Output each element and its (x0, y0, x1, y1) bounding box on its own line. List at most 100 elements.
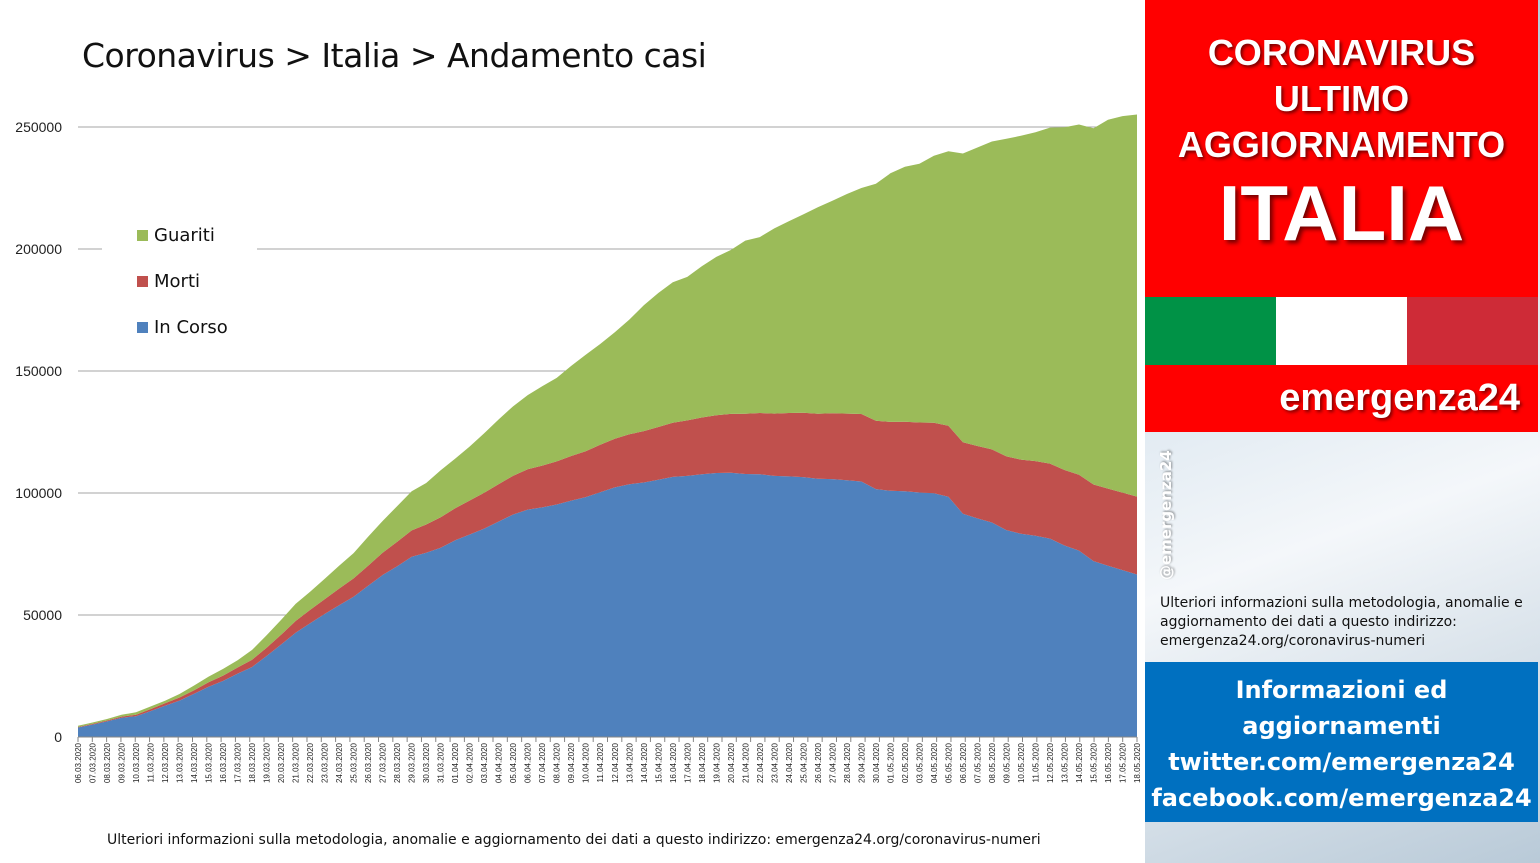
x-tick-label: 14.04.2020 (640, 742, 649, 783)
x-tick-label: 20.03.2020 (277, 742, 286, 783)
x-tick-label: 12.04.2020 (611, 742, 620, 783)
x-tick-label: 09.03.2020 (118, 742, 127, 783)
legend-swatch (137, 230, 148, 241)
x-tick-label: 17.04.2020 (683, 742, 692, 783)
y-tick-label: 100000 (15, 485, 62, 501)
x-tick-label: 15.03.2020 (205, 742, 214, 783)
x-tick-label: 17.05.2020 (1119, 742, 1128, 783)
x-tick-label: 13.04.2020 (625, 742, 634, 783)
x-tick-label: 03.05.2020 (915, 742, 924, 783)
x-tick-label: 03.04.2020 (480, 742, 489, 783)
sidebar: CORONAVIRUS ULTIMO AGGIORNAMENTO ITALIA … (1145, 0, 1540, 863)
x-tick-label: 23.04.2020 (770, 742, 779, 783)
x-tick-label: 13.03.2020 (176, 742, 185, 783)
x-tick-label: 12.03.2020 (161, 742, 170, 783)
x-tick-label: 19.03.2020 (263, 742, 272, 783)
x-tick-label: 15.05.2020 (1090, 742, 1099, 783)
x-tick-label: 16.03.2020 (219, 742, 228, 783)
brand-name: emergenza24 (1279, 377, 1520, 419)
info-box: Informazioni ed aggiornamenti twitter.co… (1145, 662, 1538, 822)
x-tick-label: 19.04.2020 (712, 742, 721, 783)
x-tick-label: 08.05.2020 (988, 742, 997, 783)
x-tick-label: 31.03.2020 (437, 742, 446, 783)
y-tick-label: 0 (54, 729, 62, 745)
legend-swatch (137, 322, 148, 333)
x-tick-label: 14.03.2020 (190, 742, 199, 783)
x-tick-label: 02.05.2020 (901, 742, 910, 783)
headline-country: ITALIA (1218, 169, 1465, 257)
headline-line: CORONAVIRUS (1207, 32, 1476, 73)
x-tick-label: 24.03.2020 (335, 742, 344, 783)
x-tick-label: 21.03.2020 (292, 742, 301, 783)
x-tick-label: 29.03.2020 (408, 742, 417, 783)
x-tick-label: 11.04.2020 (596, 742, 605, 782)
x-tick-label: 01.04.2020 (451, 742, 460, 783)
x-tick-label: 30.04.2020 (872, 742, 881, 783)
area-guariti (78, 114, 1137, 727)
y-tick-label: 250000 (15, 119, 62, 135)
info-line: Informazioni ed (1235, 676, 1448, 704)
legend-swatch (137, 276, 148, 287)
legend-background (102, 210, 257, 350)
x-tick-label: 21.04.2020 (741, 742, 750, 783)
x-tick-label: 07.03.2020 (89, 742, 98, 783)
x-tick-label: 28.04.2020 (843, 742, 852, 783)
x-tick-label: 30.03.2020 (422, 742, 431, 783)
twitter-link[interactable]: twitter.com/emergenza24 (1168, 748, 1515, 776)
x-tick-label: 07.04.2020 (538, 742, 547, 783)
x-tick-label: 24.04.2020 (785, 742, 794, 783)
italian-flag (1145, 297, 1538, 365)
legend-label: In Corso (154, 317, 228, 338)
x-tick-label: 18.04.2020 (698, 742, 707, 783)
y-tick-label: 200000 (15, 241, 62, 257)
x-tick-label: 27.04.2020 (828, 742, 837, 783)
info-line: aggiornamenti (1242, 712, 1441, 740)
x-tick-label: 14.05.2020 (1075, 742, 1084, 783)
x-tick-label: 05.05.2020 (944, 742, 953, 783)
x-tick-label: 01.05.2020 (886, 742, 895, 783)
x-tick-label: 13.05.2020 (1061, 742, 1070, 783)
y-tick-label: 50000 (23, 607, 62, 623)
x-tick-label: 26.03.2020 (364, 742, 373, 783)
x-tick-label: 06.03.2020 (74, 742, 83, 783)
x-tick-label: 04.05.2020 (930, 742, 939, 783)
x-tick-label: 17.03.2020 (234, 742, 243, 783)
headline-line: AGGIORNAMENTO (1177, 124, 1506, 165)
x-tick-label: 10.03.2020 (132, 742, 141, 783)
x-tick-label: 15.04.2020 (654, 742, 663, 783)
x-tick-label: 23.03.2020 (321, 742, 330, 783)
x-tick-label: 02.04.2020 (466, 742, 475, 783)
chart-title: Coronavirus > Italia > Andamento casi (82, 36, 707, 75)
x-tick-label: 11.03.2020 (147, 742, 156, 782)
x-tick-label: 05.04.2020 (509, 742, 518, 783)
x-tick-label: 09.04.2020 (567, 742, 576, 783)
y-tick-label: 150000 (15, 363, 62, 379)
x-tick-label: 08.03.2020 (103, 742, 112, 783)
x-tick-label: 20.04.2020 (727, 742, 736, 783)
flag-stripe-green (1145, 297, 1276, 365)
facebook-link[interactable]: facebook.com/emergenza24 (1151, 784, 1532, 812)
legend-label: Guariti (154, 225, 215, 246)
x-tick-label: 08.04.2020 (553, 742, 562, 783)
x-tick-label: 22.04.2020 (756, 742, 765, 783)
x-tick-label: 18.03.2020 (248, 742, 257, 783)
x-tick-label: 12.05.2020 (1046, 742, 1055, 783)
y-tick-labels: 0 50000 100000 150000 200000 250000 (15, 119, 62, 745)
area-in-corso (78, 472, 1137, 737)
axes (77, 736, 1138, 742)
x-tick-label: 06.05.2020 (959, 742, 968, 783)
footer-note: Ulteriori informazioni sulla metodologia… (107, 832, 1041, 848)
brand-box: emergenza24 (1145, 365, 1538, 432)
area-morti (78, 412, 1137, 728)
x-tick-label: 28.03.2020 (393, 742, 402, 783)
x-tick-label: 11.05.2020 (1032, 742, 1041, 782)
x-tick-label: 27.03.2020 (379, 742, 388, 783)
social-handle: @emergenza24 (1157, 450, 1175, 580)
x-tick-label: 22.03.2020 (306, 742, 315, 783)
x-tick-label: 04.04.2020 (495, 742, 504, 783)
x-tick-label: 10.05.2020 (1017, 742, 1026, 783)
x-tick-label: 25.03.2020 (350, 742, 359, 783)
chart-area: 0 50000 100000 150000 200000 250000 06.03.202… (15, 114, 1142, 783)
headline-line: ULTIMO (1273, 78, 1410, 119)
flag-stripe-white (1276, 297, 1407, 365)
